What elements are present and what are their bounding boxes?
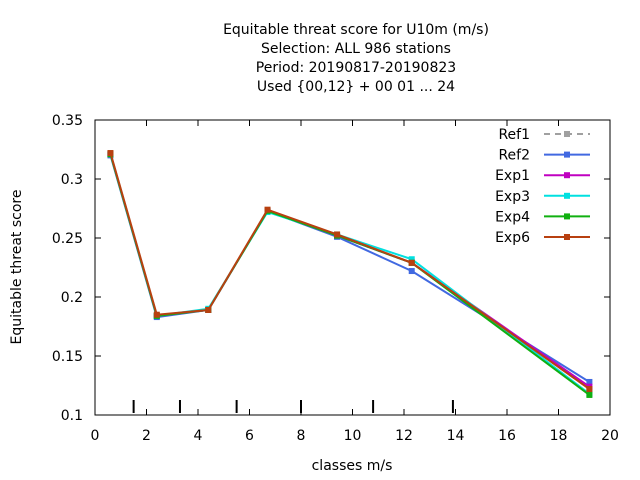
x-axis: 0 2 4 6 8 10 12 14 16 18 20 bbox=[91, 120, 619, 444]
legend-marker bbox=[564, 151, 570, 158]
y-axis: 0.1 0.15 0.2 0.25 0.3 0.35 bbox=[52, 113, 610, 424]
x-tick-label: 20 bbox=[601, 428, 619, 444]
x-tick-label: 14 bbox=[447, 428, 465, 444]
data-point-exp3 bbox=[408, 256, 415, 263]
data-point-exp6 bbox=[334, 231, 341, 238]
data-point-exp6 bbox=[586, 386, 593, 393]
legend-label: Ref1 bbox=[498, 127, 530, 143]
x-tick-label: 2 bbox=[142, 428, 151, 444]
data-point-ref2 bbox=[408, 268, 415, 275]
y-axis-label: Equitable threat score bbox=[9, 190, 25, 345]
plot-frame bbox=[94, 119, 611, 416]
legend-label: Exp3 bbox=[495, 189, 530, 205]
title-line-2: Selection: ALL 986 stations bbox=[261, 41, 451, 57]
legend-marker bbox=[564, 192, 570, 199]
x-tick-label: 4 bbox=[194, 428, 203, 444]
y-tick-label: 0.35 bbox=[52, 113, 83, 129]
y-tick-label: 0.25 bbox=[52, 231, 83, 247]
legend-label: Exp4 bbox=[495, 209, 530, 225]
x-tick-label: 6 bbox=[245, 428, 254, 444]
data-point-exp6 bbox=[205, 306, 212, 313]
data-point-exp6 bbox=[408, 259, 415, 266]
x-tick-label: 18 bbox=[550, 428, 568, 444]
legend-label: Exp6 bbox=[495, 230, 530, 246]
data-point-ref2 bbox=[586, 378, 593, 385]
legend: Ref1 Ref2 Exp1 Exp3 Exp4 Exp6 bbox=[495, 127, 590, 246]
y-tick-label: 0.3 bbox=[61, 172, 83, 188]
x-tick-label: 12 bbox=[395, 428, 413, 444]
x-tick-label: 0 bbox=[91, 428, 100, 444]
x-tick-label: 16 bbox=[498, 428, 516, 444]
x-tick-label: 10 bbox=[344, 428, 362, 444]
x-tick-label: 8 bbox=[297, 428, 306, 444]
legend-label: Ref2 bbox=[498, 148, 530, 164]
legend-marker bbox=[564, 234, 570, 240]
series-lines bbox=[107, 150, 593, 398]
data-point-exp4 bbox=[586, 391, 593, 398]
data-point-exp6 bbox=[153, 311, 160, 318]
data-point-exp6 bbox=[107, 150, 114, 157]
chart-title: Equitable threat score for U10m (m/s) Sel… bbox=[223, 22, 489, 95]
y-tick-label: 0.2 bbox=[61, 290, 83, 306]
title-line-4: Used {00,12} + 00 01 ... 24 bbox=[257, 79, 455, 95]
legend-label: Exp1 bbox=[495, 168, 530, 184]
legend-marker bbox=[564, 131, 570, 137]
title-line-3: Period: 20190817-20190823 bbox=[256, 60, 456, 76]
data-point-exp6 bbox=[264, 206, 271, 213]
title-line-1: Equitable threat score for U10m (m/s) bbox=[223, 22, 489, 38]
x-axis-label: classes m/s bbox=[312, 458, 393, 474]
legend-marker bbox=[564, 172, 570, 179]
legend-marker bbox=[564, 213, 570, 220]
y-tick-label: 0.1 bbox=[61, 408, 83, 424]
class-boundary-marks bbox=[132, 400, 454, 413]
y-tick-label: 0.15 bbox=[52, 349, 83, 365]
